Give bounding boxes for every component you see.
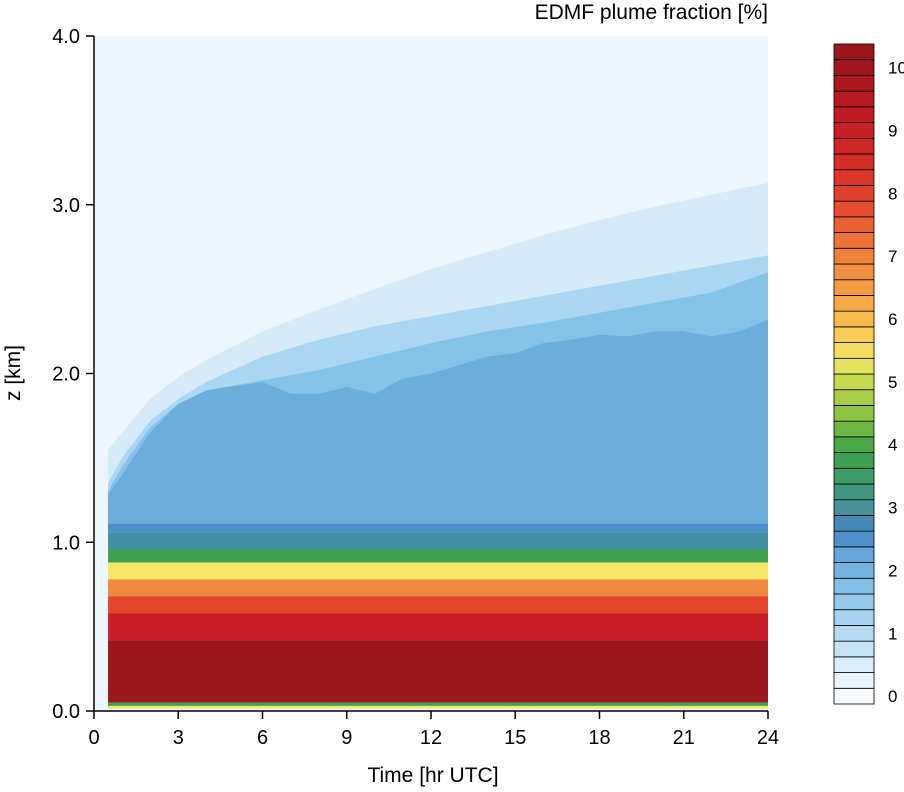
contour-yellow [108, 562, 768, 580]
colorbar-tick-label: 8 [888, 184, 897, 203]
colorbar-swatch [833, 515, 875, 532]
colorbar-swatch [833, 263, 875, 281]
colorbar-tick-label: 7 [888, 247, 897, 266]
colorbar-tick-label: 3 [888, 499, 897, 518]
y-tick-label: 3.0 [52, 195, 80, 217]
plot-area [94, 36, 768, 711]
colorbar-swatch [833, 452, 875, 469]
colorbar-swatch [833, 326, 875, 343]
contour-red [108, 613, 768, 641]
colorbar-swatch [833, 609, 875, 626]
colorbar-swatch [833, 499, 875, 516]
colorbar-swatch [833, 310, 875, 328]
colorbar-swatch [833, 185, 875, 202]
contour-layers [108, 182, 768, 709]
colorbar-swatch [833, 577, 875, 595]
colorbar-swatch [833, 59, 875, 76]
colorbar-tick-label: 5 [888, 373, 897, 392]
x-ticks: 0 3 6 9 12 15 18 21 24 [88, 711, 779, 749]
x-tick-label: 18 [588, 727, 610, 749]
colorbar-swatch [833, 373, 875, 391]
x-tick-label: 9 [341, 727, 352, 749]
contour-teal [108, 532, 768, 549]
colorbar-swatch [833, 530, 875, 548]
colorbar: 0 1 2 3 4 5 6 7 8 9 10 [833, 43, 904, 707]
colorbar-tick-label: 6 [888, 310, 897, 329]
colorbar-swatch [833, 672, 875, 689]
colorbar-swatch [833, 405, 875, 422]
colorbar-swatch [833, 640, 875, 658]
x-tick-label: 12 [420, 727, 442, 749]
y-tick-label: 2.0 [52, 364, 80, 386]
contour-blue [108, 319, 768, 524]
colorbar-tick-label: 0 [888, 687, 897, 706]
colorbar-tick-label: 1 [888, 624, 897, 643]
y-tick-label: 4.0 [52, 26, 80, 48]
axes: 0 3 6 9 12 15 18 21 24 0.0 1.0 2.0 3.0 4.0 [52, 26, 779, 749]
x-tick-label: 21 [673, 727, 695, 749]
colorbar-swatch [833, 75, 875, 92]
x-tick-label: 3 [173, 727, 184, 749]
colorbar-swatch [833, 137, 875, 155]
colorbar-swatch [833, 247, 875, 265]
x-axis-label: Time [hr UTC] [367, 764, 498, 787]
contour-dark-red [108, 640, 768, 703]
colorbar-swatch [833, 357, 875, 375]
x-tick-label: 15 [504, 727, 526, 749]
y-tick-label: 1.0 [52, 532, 80, 554]
colorbar-swatch [833, 279, 875, 296]
colorbar-swatches [833, 43, 875, 705]
y-tick-label: 0.0 [52, 701, 80, 723]
colorbar-swatch [833, 656, 875, 673]
colorbar-swatch [833, 593, 875, 611]
colorbar-swatch [833, 625, 875, 642]
colorbar-swatch [833, 90, 875, 108]
colorbar-swatch [833, 295, 875, 312]
chart-title: EDMF plume fraction [%] [535, 1, 768, 24]
colorbar-swatch [833, 122, 875, 139]
contour-orange [108, 579, 768, 597]
contour-green [108, 549, 768, 563]
colorbar-swatch [833, 467, 875, 485]
contour-blue-band [108, 523, 768, 533]
colorbar-swatch [833, 389, 875, 406]
colorbar-swatch [833, 169, 875, 186]
colorbar-swatch [833, 342, 875, 359]
colorbar-tick-label: 2 [888, 561, 897, 580]
colorbar-swatch [833, 436, 875, 453]
x-tick-label: 24 [757, 727, 779, 749]
colorbar-swatch [833, 562, 875, 579]
colorbar-swatch [833, 420, 875, 438]
y-axis-label: z [km] [2, 345, 25, 401]
colorbar-swatch [833, 216, 875, 233]
contour-surface-green [108, 702, 768, 706]
colorbar-labels: 0 1 2 3 4 5 6 7 8 9 10 [888, 59, 904, 707]
colorbar-swatch [833, 687, 875, 705]
colorbar-swatch [833, 153, 875, 171]
colorbar-tick-label: 4 [888, 436, 897, 455]
x-tick-label: 6 [257, 727, 268, 749]
colorbar-swatch [833, 106, 875, 123]
contour-red-orange [108, 596, 768, 614]
x-tick-label: 0 [88, 727, 99, 749]
y-ticks: 0.0 1.0 2.0 3.0 4.0 [52, 26, 94, 723]
colorbar-tick-label: 10 [888, 59, 904, 78]
colorbar-swatch [833, 43, 875, 61]
colorbar-swatch [833, 200, 875, 218]
colorbar-tick-label: 9 [888, 121, 897, 140]
contour-surface-yellow [108, 705, 768, 709]
colorbar-swatch [833, 232, 875, 249]
colorbar-swatch [833, 483, 875, 501]
colorbar-swatch [833, 546, 875, 563]
